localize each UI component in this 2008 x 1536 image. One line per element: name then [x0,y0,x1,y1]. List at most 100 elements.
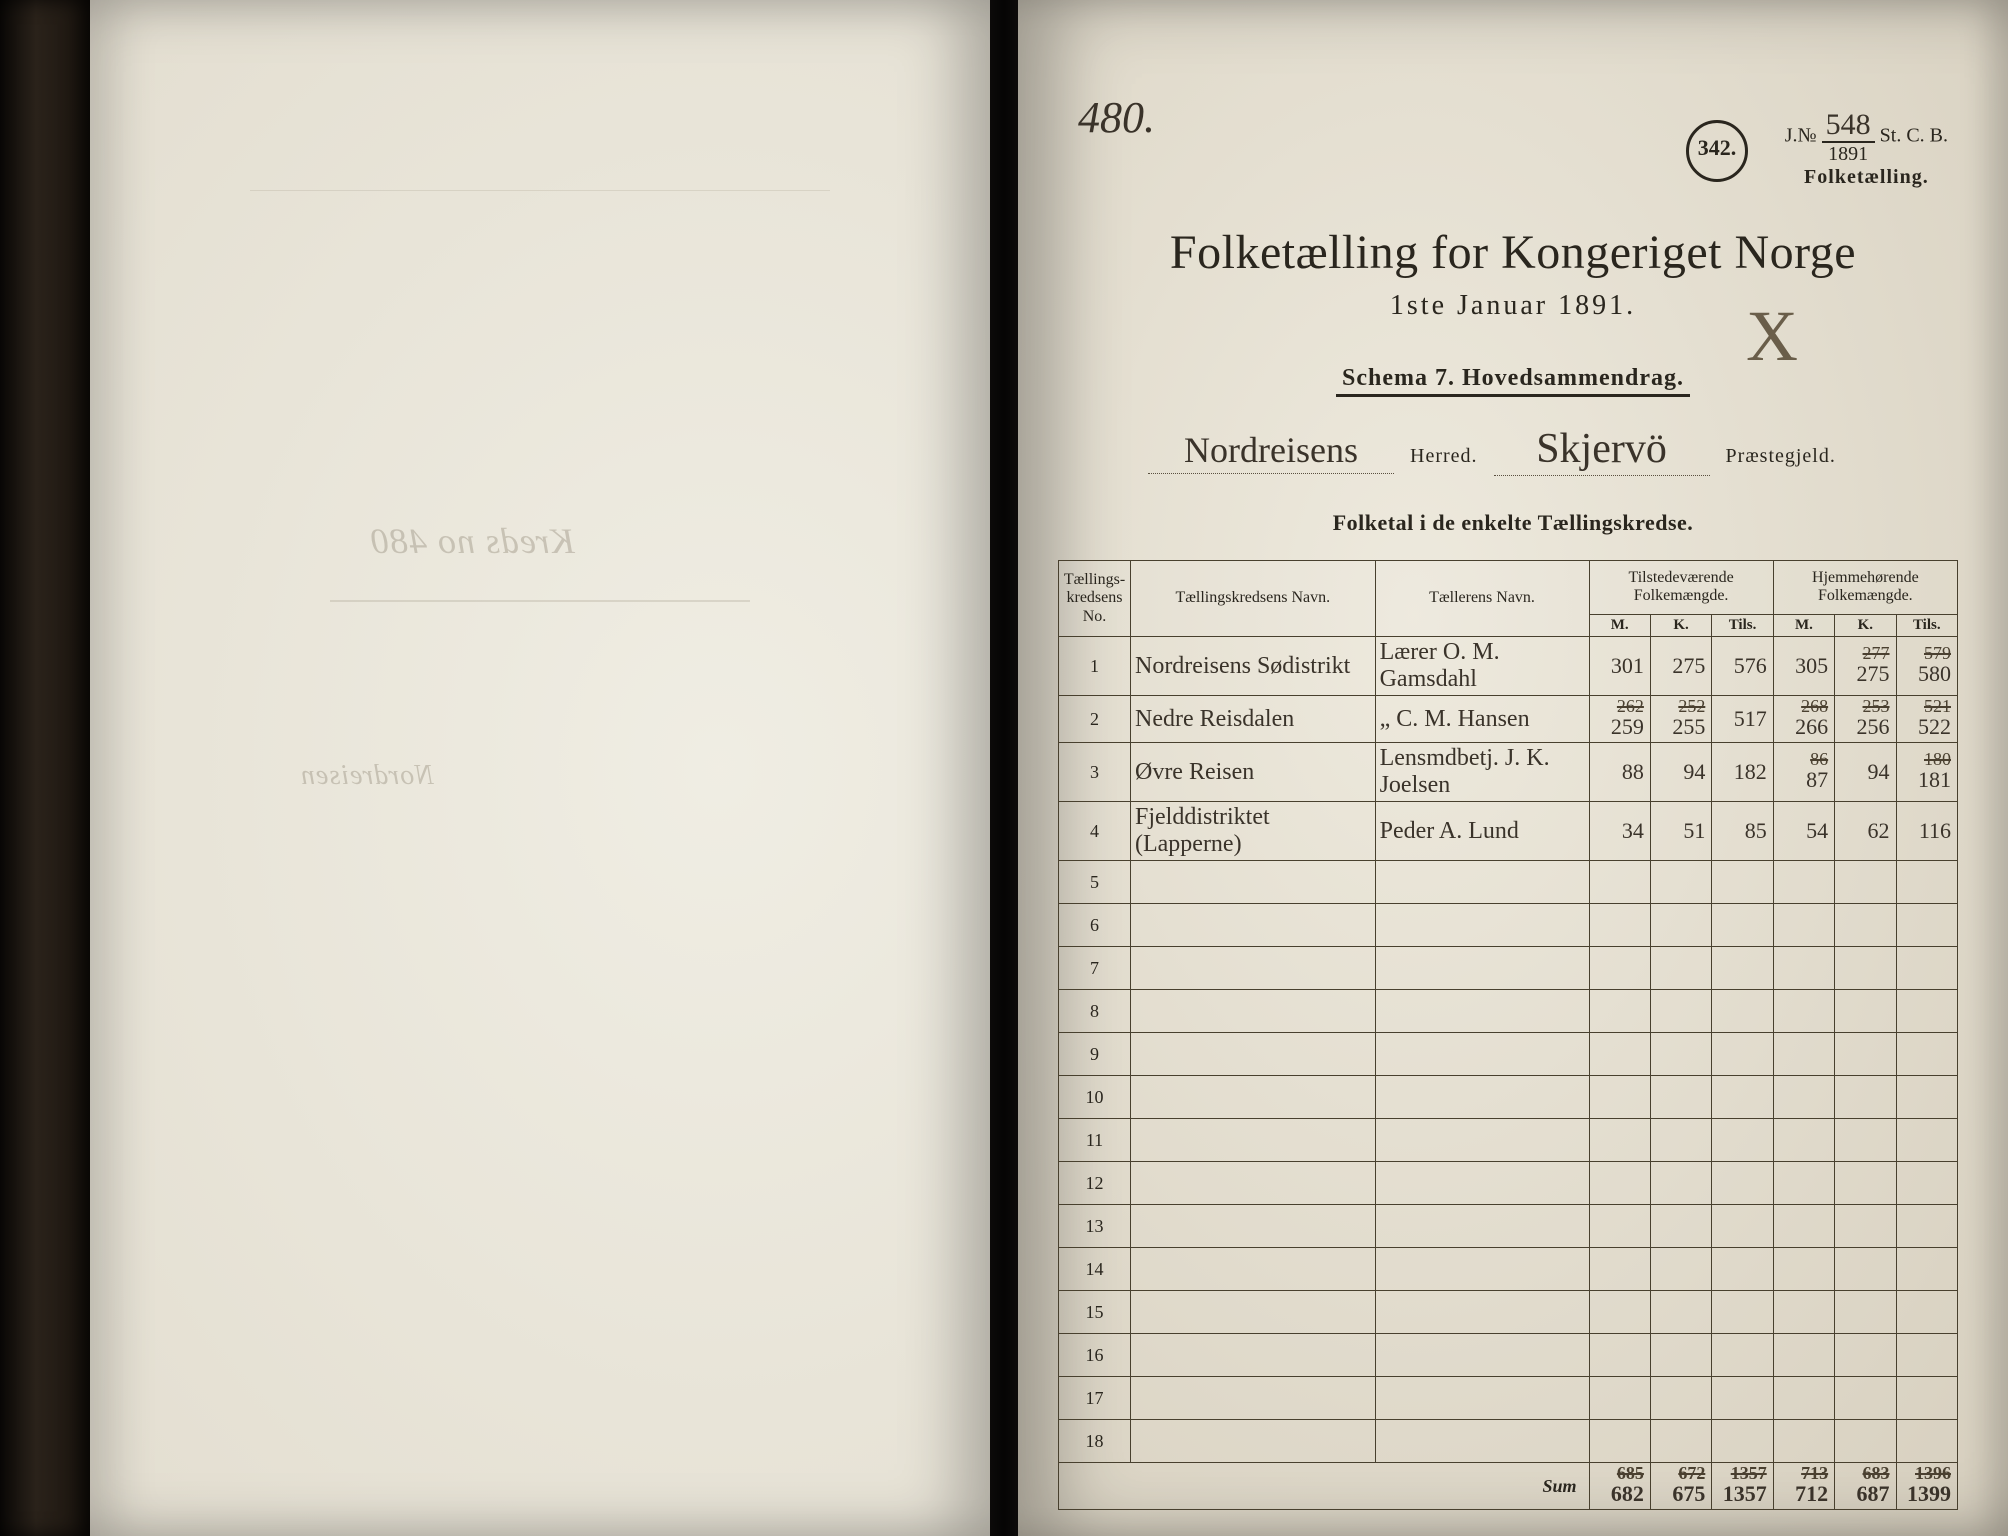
th-pk: K. [1650,614,1711,636]
row-number: 10 [1059,1076,1131,1119]
table-cell: 252255 [1650,696,1711,743]
circle-stamp: 342. [1686,120,1748,182]
row-number: 5 [1059,861,1131,904]
journal-numerator: 548 [1822,108,1875,143]
empty-cell [1835,1076,1896,1119]
th-hm: M. [1773,614,1834,636]
table-cell: Øvre Reisen [1130,743,1375,802]
empty-cell [1650,990,1711,1033]
row-number: 12 [1059,1162,1131,1205]
empty-cell [1375,1248,1589,1291]
empty-cell [1650,1420,1711,1463]
empty-cell [1589,861,1650,904]
empty-cell [1375,1334,1589,1377]
empty-cell [1712,1334,1773,1377]
empty-cell [1589,1377,1650,1420]
journal-label: Folketælling. [1804,166,1929,188]
empty-cell [1650,861,1711,904]
empty-cell [1712,861,1773,904]
empty-cell [1375,1377,1589,1420]
table-cell: 54 [1773,802,1834,861]
table-cell: 13961399 [1896,1463,1957,1510]
table-cell: Nordreisens Sødistrikt [1130,637,1375,696]
th-pt: Tils. [1712,614,1773,636]
empty-cell [1773,947,1834,990]
table-cell: 180181 [1896,743,1957,802]
empty-cell [1773,904,1834,947]
th-teller: Tællerens Navn. [1375,561,1589,637]
table-cell: Peder A. Lund [1375,802,1589,861]
empty-cell [1896,1248,1957,1291]
table-cell: 88 [1589,743,1650,802]
book-spread: Kreds no 480 Nordreisen 480. 342. J.№ 54… [0,0,2008,1536]
book-spine [0,0,90,1536]
empty-cell [1773,1377,1834,1420]
empty-cell [1375,861,1589,904]
table-cell: 305 [1773,637,1834,696]
handwritten-pagenum: 480. [1078,92,1155,143]
empty-cell [1712,1205,1773,1248]
table-cell: 685682 [1589,1463,1650,1510]
ghost-rule-top [250,150,830,191]
empty-cell [1712,904,1773,947]
praeste-label: Præstegjeld. [1716,445,1846,467]
empty-cell [1835,1248,1896,1291]
row-number: 16 [1059,1334,1131,1377]
row-number: 15 [1059,1291,1131,1334]
ghost-text-mid: Kreds no 480 [370,520,575,562]
table-cell: 94 [1835,743,1896,802]
journal-fraction: 548 1891 [1822,108,1875,166]
th-home: Hjemmehørende Folkemængde. [1773,561,1957,615]
table-row: 5 [1059,861,1958,904]
table-row: 15 [1059,1291,1958,1334]
table-row: 6 [1059,904,1958,947]
empty-cell [1589,1420,1650,1463]
table-cell: „ C. M. Hansen [1375,696,1589,743]
empty-cell [1375,1076,1589,1119]
table-row: 10 [1059,1076,1958,1119]
empty-cell [1896,904,1957,947]
empty-cell [1835,990,1896,1033]
empty-cell [1650,1334,1711,1377]
table-row: 17 [1059,1377,1958,1420]
empty-cell [1589,947,1650,990]
empty-cell [1835,1119,1896,1162]
journal-suffix: St. C. B. [1880,124,1948,146]
empty-cell [1773,1334,1834,1377]
empty-cell [1589,904,1650,947]
empty-cell [1375,904,1589,947]
row-number: 8 [1059,990,1131,1033]
empty-cell [1650,947,1711,990]
table-cell: 51 [1650,802,1711,861]
table-cell: Lærer O. M. Gamsdahl [1375,637,1589,696]
empty-cell [1650,904,1711,947]
empty-cell [1712,1291,1773,1334]
empty-cell [1650,1291,1711,1334]
table-row: 18 [1059,1420,1958,1463]
empty-cell [1130,861,1375,904]
row-number: 7 [1059,947,1131,990]
table-cell: 275 [1650,637,1711,696]
table-cell: 576 [1712,637,1773,696]
empty-cell [1712,1377,1773,1420]
table-cell: 672675 [1650,1463,1711,1510]
empty-cell [1896,990,1957,1033]
empty-cell [1712,1248,1773,1291]
table-cell: 521522 [1896,696,1957,743]
th-pm: M. [1589,614,1650,636]
empty-cell [1835,1205,1896,1248]
empty-cell [1712,1119,1773,1162]
empty-cell [1375,990,1589,1033]
table-cell: 253256 [1835,696,1896,743]
table-cell: 13571357 [1712,1463,1773,1510]
th-hk: K. [1835,614,1896,636]
table-row: 7 [1059,947,1958,990]
empty-cell [1130,1076,1375,1119]
empty-cell [1835,1334,1896,1377]
row-number: 11 [1059,1119,1131,1162]
page-gutter [990,0,1018,1536]
empty-cell [1130,1033,1375,1076]
empty-cell [1130,1377,1375,1420]
table-body: 1Nordreisens SødistriktLærer O. M. Gamsd… [1059,637,1958,1510]
empty-cell [1773,990,1834,1033]
